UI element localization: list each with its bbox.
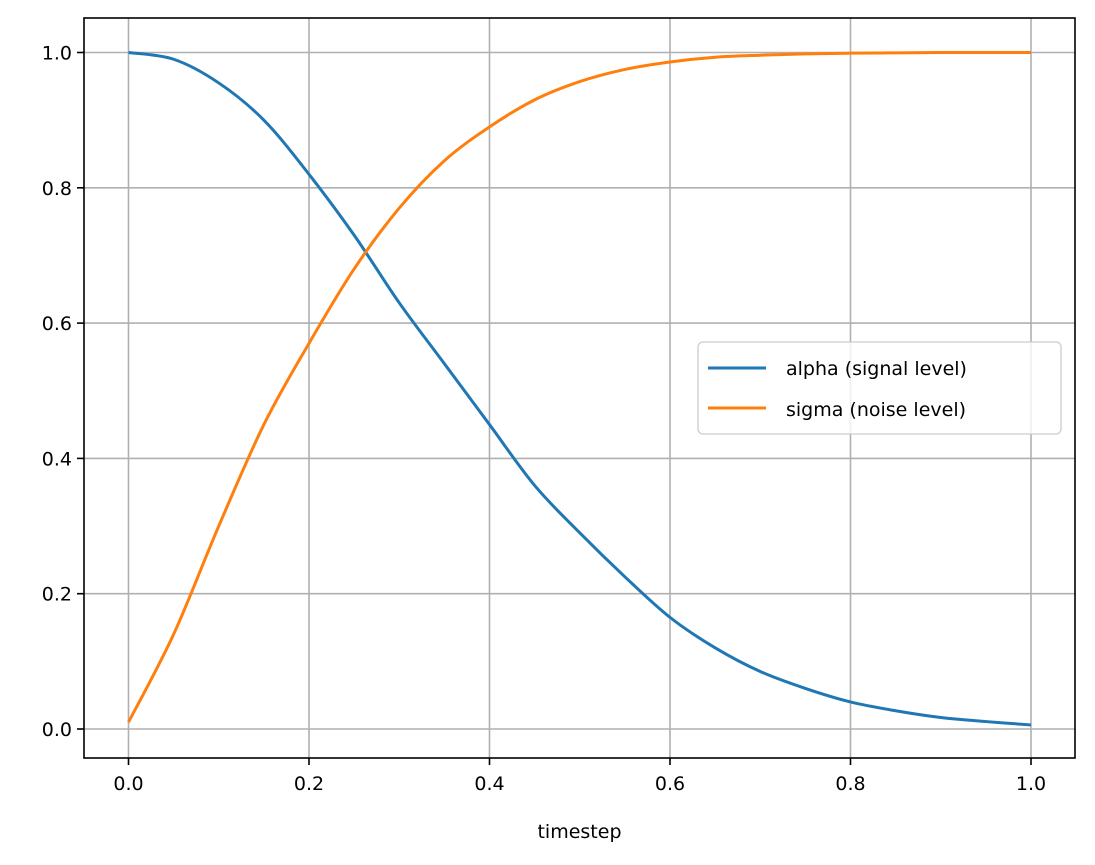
legend-label-alpha: alpha (signal level) bbox=[786, 358, 967, 380]
x-tick-label: 0.0 bbox=[113, 773, 143, 795]
series-group bbox=[127, 50, 1032, 727]
y-tick-label: 0.0 bbox=[42, 719, 72, 741]
x-axis-ticks: 0.0 0.2 0.4 0.6 0.8 1.0 bbox=[113, 758, 1046, 795]
x-axis-label: timestep bbox=[537, 821, 621, 843]
y-axis-ticks: 0.0 0.2 0.4 0.6 0.8 1.0 bbox=[42, 43, 84, 741]
x-tick-label: 0.4 bbox=[474, 773, 504, 795]
x-tick-label: 0.8 bbox=[835, 773, 865, 795]
y-tick-label: 0.6 bbox=[42, 313, 72, 335]
sigma-noise-line bbox=[127, 50, 1031, 723]
legend: alpha (signal level) sigma (noise level) bbox=[697, 341, 1062, 435]
legend-label-sigma: sigma (noise level) bbox=[786, 399, 966, 421]
y-tick-label: 0.8 bbox=[42, 178, 72, 200]
y-tick-label: 0.2 bbox=[42, 584, 72, 606]
x-tick-label: 1.0 bbox=[1016, 773, 1046, 795]
x-tick-label: 0.2 bbox=[294, 773, 324, 795]
x-tick-label: 0.6 bbox=[655, 773, 685, 795]
legend-box bbox=[697, 341, 1062, 435]
y-tick-label: 1.0 bbox=[42, 43, 72, 65]
alpha-signal-line bbox=[128, 51, 1032, 727]
y-tick-label: 0.4 bbox=[42, 448, 72, 470]
plot-frame bbox=[83, 17, 1076, 759]
